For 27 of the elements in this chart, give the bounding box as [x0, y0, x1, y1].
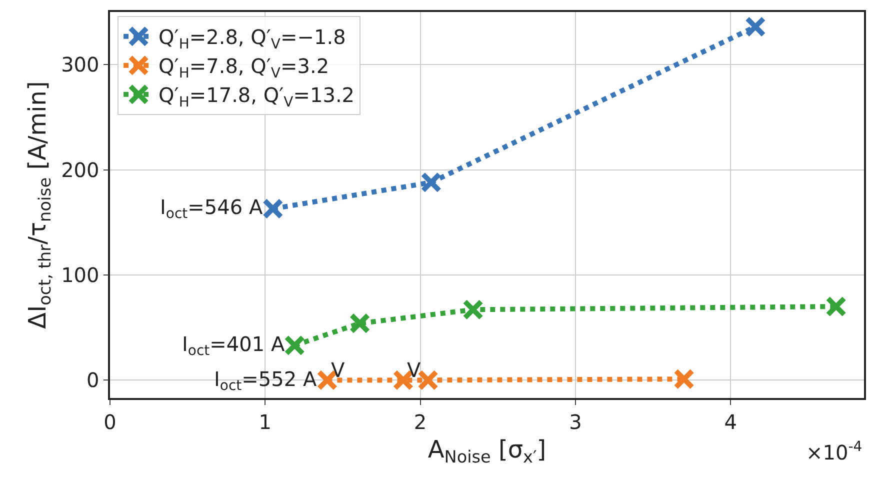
x-tick-label: 4 [724, 410, 737, 434]
point [744, 16, 766, 38]
y-tick-label: 300 [61, 52, 100, 77]
annotation: I$_{oct}$=401 A [182, 332, 285, 360]
y-tick-label: 100 [61, 262, 100, 287]
point [462, 299, 484, 320]
legend-label: Q′$_{H}$=17.8, Q′$_{V}$=13.2 [158, 83, 355, 110]
annotation: V [407, 358, 421, 382]
x-tick-label: 3 [569, 410, 582, 434]
legend-label: Q′$_{H}$=2.8, Q′$_{V}$=−1.8 [158, 25, 346, 52]
x-axis-title: A$_{Noise}$ [σ$_{x′}$] [428, 436, 546, 467]
point [284, 334, 306, 356]
point [826, 296, 847, 317]
text: ×10$^{-4}$ [806, 439, 862, 464]
annotation: V [331, 358, 345, 382]
x-tick-label: 1 [258, 410, 272, 434]
point [262, 198, 284, 220]
y-tick-label: 200 [61, 158, 100, 182]
point [349, 312, 370, 334]
point [420, 172, 442, 193]
annotation: I$_{oct}$=552 A [214, 367, 317, 394]
y-tick-label: 0 [86, 368, 100, 392]
legend-label: Q′$_{H}$=7.8, Q′$_{V}$=3.2 [158, 54, 330, 82]
point [674, 368, 695, 390]
x-tick-label: 2 [414, 410, 427, 434]
x-tick-label: 0 [104, 410, 116, 434]
annotation: I$_{oct}$=546 A [160, 195, 263, 222]
